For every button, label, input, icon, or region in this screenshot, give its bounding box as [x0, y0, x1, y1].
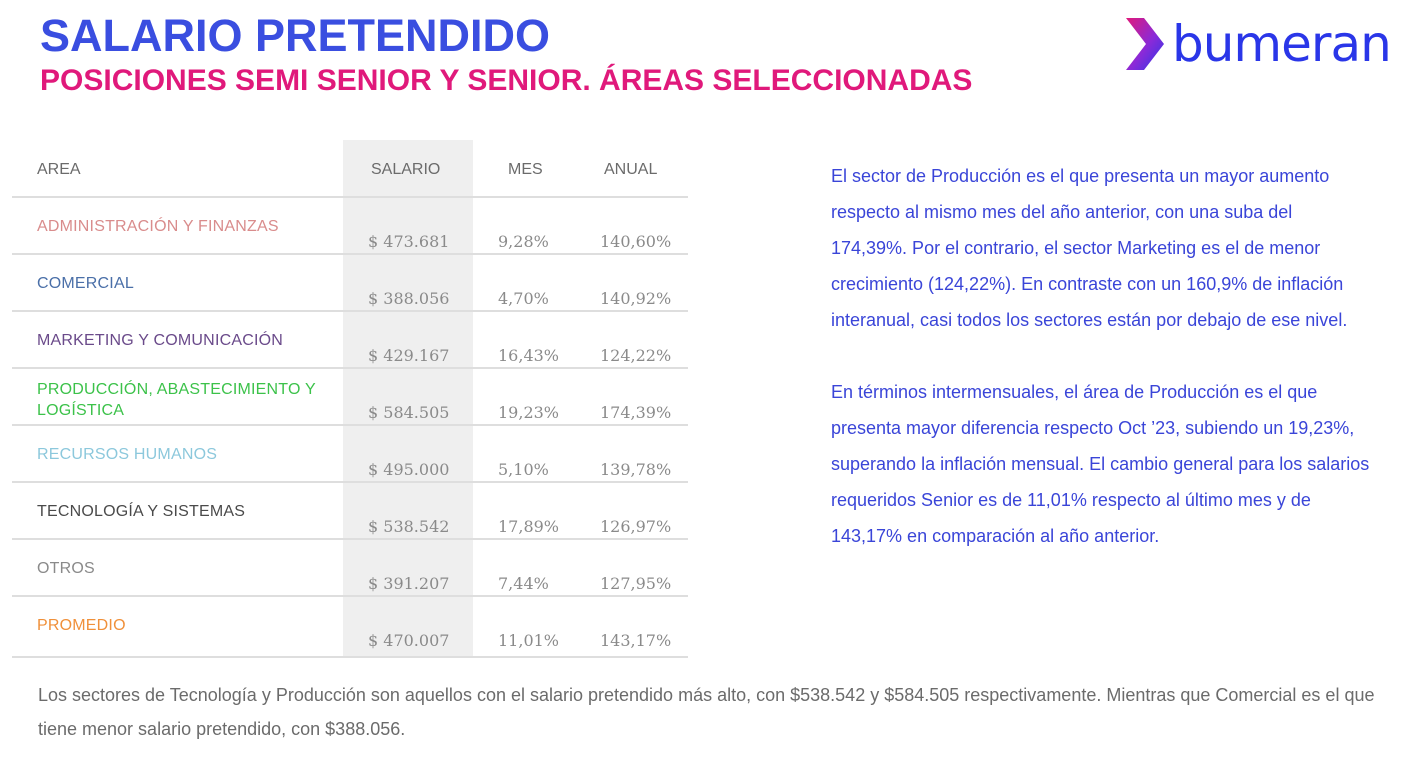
mes-value: 11,01%	[498, 631, 560, 650]
salario-value: $ 391.207	[368, 574, 450, 593]
mes-value: 7,44%	[498, 574, 549, 593]
page-subtitle: POSICIONES SEMI SENIOR Y SENIOR. ÁREAS S…	[40, 64, 973, 97]
mes-value: 16,43%	[498, 346, 560, 365]
area-label: TECNOLOGÍA Y SISTEMAS	[37, 503, 246, 520]
analysis-paragraph-monthly: En términos intermensuales, el área de P…	[831, 382, 1370, 546]
analysis-text: El sector de Producción es el que presen…	[831, 158, 1371, 554]
area-label: COMERCIAL	[37, 275, 134, 292]
salario-value: $ 473.681	[368, 232, 450, 251]
salario-value: $ 388.056	[368, 289, 450, 308]
salary-table: AREA SALARIO MES ANUAL ADMINISTRACIÓN Y …	[12, 140, 688, 658]
anual-value: 140,60%	[600, 232, 672, 251]
table-row: PROMEDIO $ 470.007 11,01% 143,17%	[12, 597, 688, 658]
salario-value: $ 538.542	[368, 517, 450, 536]
area-label: ADMINISTRACIÓN Y FINANZAS	[37, 218, 279, 235]
analysis-paragraph-annual: El sector de Producción es el que presen…	[831, 166, 1348, 330]
bumeran-arrow-logo-icon	[1126, 18, 1164, 70]
anual-value: 124,22%	[600, 346, 672, 365]
mes-value: 9,28%	[498, 232, 549, 251]
mes-value: 17,89%	[498, 517, 560, 536]
header-mes: MES	[508, 161, 543, 178]
area-label: MARKETING Y COMUNICACIÓN	[37, 332, 284, 349]
salario-value: $ 470.007	[368, 631, 450, 650]
anual-value: 126,97%	[600, 517, 672, 536]
anual-value: 143,17%	[600, 631, 672, 650]
area-label: PRODUCCIÓN, ABASTECIMIENTO Y LOGÍSTICA	[37, 381, 316, 419]
salario-value: $ 429.167	[368, 346, 450, 365]
mes-value: 4,70%	[498, 289, 549, 308]
anual-value: 174,39%	[600, 403, 672, 422]
mes-value: 5,10%	[498, 460, 549, 479]
table-row: MARKETING Y COMUNICACIÓN $ 429.167 16,43…	[12, 312, 688, 369]
anual-value: 139,78%	[600, 460, 672, 479]
anual-value: 140,92%	[600, 289, 672, 308]
table-row: OTROS $ 391.207 7,44% 127,95%	[12, 540, 688, 597]
anual-value: 127,95%	[600, 574, 672, 593]
footer-summary: Los sectores de Tecnología y Producción …	[38, 685, 1375, 739]
table-row: RECURSOS HUMANOS $ 495.000 5,10% 139,78%	[12, 426, 688, 483]
page-title: SALARIO PRETENDIDO	[40, 10, 551, 61]
header-area: AREA	[37, 161, 81, 178]
table-row: COMERCIAL $ 388.056 4,70% 140,92%	[12, 255, 688, 312]
mes-value: 19,23%	[498, 403, 560, 422]
header-salario: SALARIO	[371, 161, 441, 178]
salario-value: $ 495.000	[368, 460, 450, 479]
area-label: OTROS	[37, 560, 95, 577]
salario-value: $ 584.505	[368, 403, 450, 422]
table-row: ADMINISTRACIÓN Y FINANZAS $ 473.681 9,28…	[12, 198, 688, 255]
table-row: TECNOLOGÍA Y SISTEMAS $ 538.542 17,89% 1…	[12, 483, 688, 540]
header-divider	[12, 196, 688, 198]
salary-column-background	[343, 140, 473, 658]
area-label: PROMEDIO	[37, 617, 126, 634]
bumeran-logo-text: bumeran	[1172, 15, 1392, 73]
area-label: RECURSOS HUMANOS	[37, 446, 218, 463]
header-anual: ANUAL	[604, 161, 658, 178]
bumeran-logo: bumeran	[1120, 12, 1392, 76]
table-row: PRODUCCIÓN, ABASTECIMIENTO Y LOGÍSTICA $…	[12, 369, 688, 426]
